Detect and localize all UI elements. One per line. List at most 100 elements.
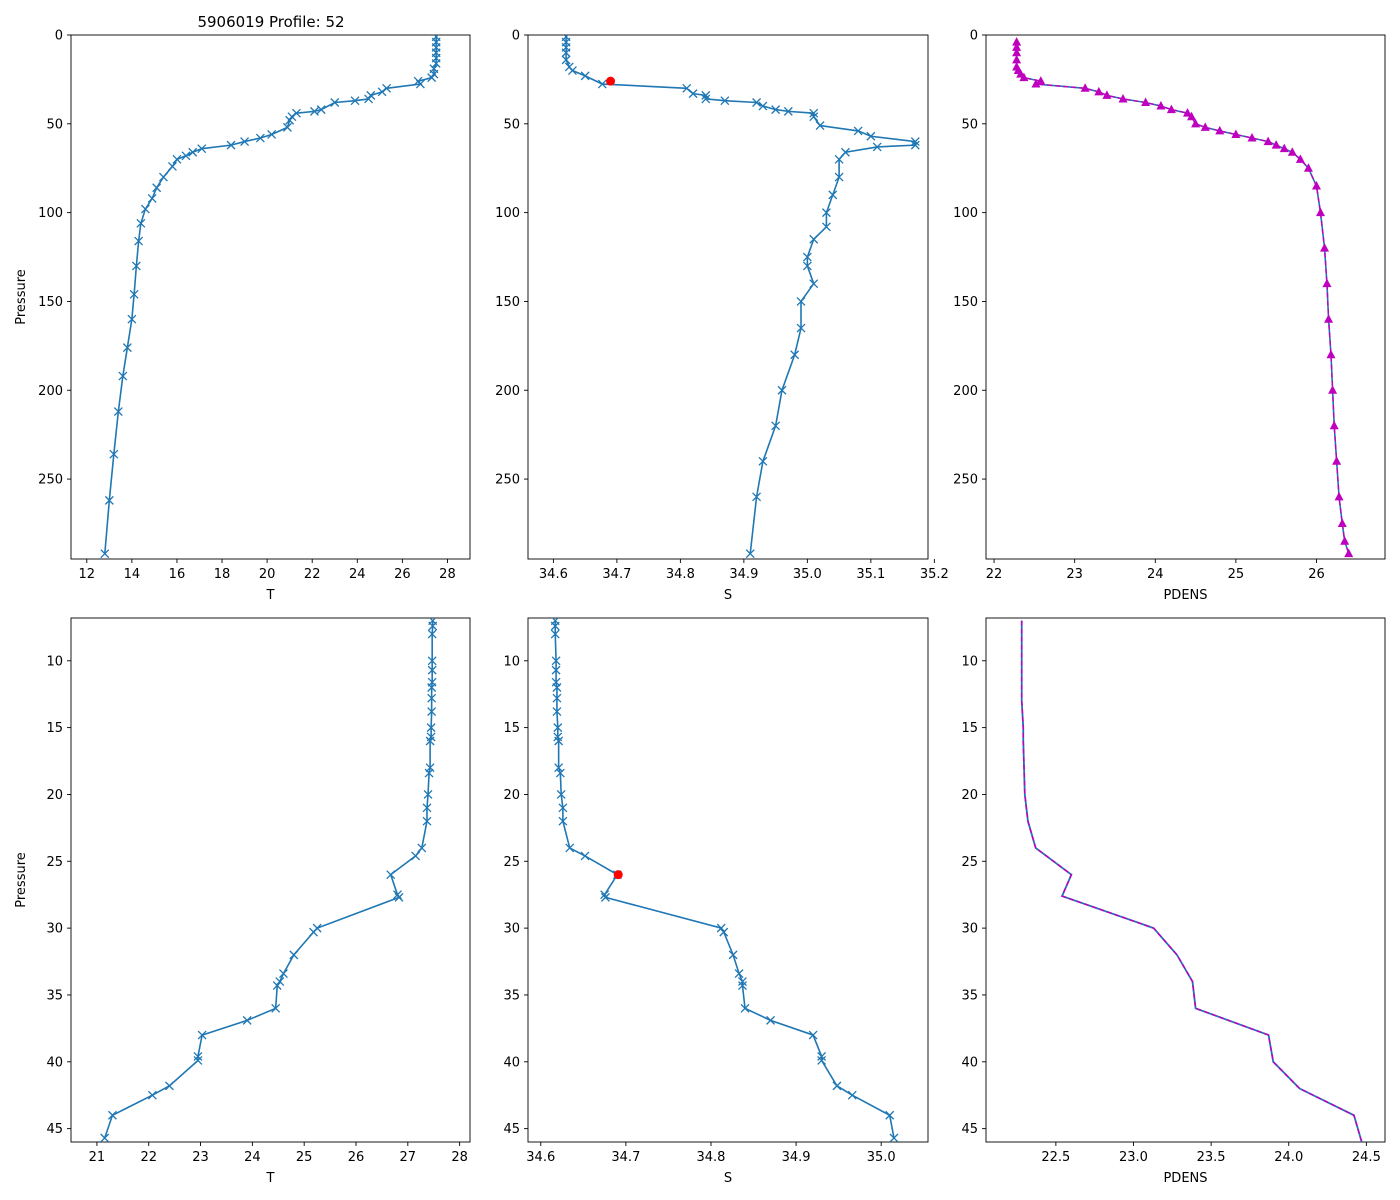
x-axis-label: PDENS <box>1163 588 1207 603</box>
data-point <box>796 296 806 306</box>
data-point <box>427 656 437 666</box>
x-tick-label: 24 <box>244 1150 261 1165</box>
data-point <box>1287 147 1297 156</box>
panel-s-full: 34.6 34.7 34.8 34.9 35.0 35.1 35.2 0 50 100 150 200… <box>495 29 949 604</box>
data-point <box>1012 37 1022 46</box>
y-tick-label: 50 <box>503 117 520 132</box>
data-point <box>872 142 882 152</box>
series-line <box>554 620 895 1139</box>
x-tick-label: 26 <box>394 567 411 582</box>
data-point <box>278 969 288 979</box>
x-tick-label: 34.7 <box>611 1150 640 1165</box>
y-tick-label: 0 <box>512 29 520 44</box>
y-tick-label: 0 <box>970 29 978 44</box>
y-tick-label: 20 <box>46 788 63 803</box>
data-point <box>1012 47 1022 57</box>
plot-area <box>100 618 438 1142</box>
data-point <box>100 549 110 559</box>
series-line <box>103 620 434 1139</box>
data-point <box>1344 548 1354 558</box>
data-point <box>841 147 850 157</box>
data-point <box>104 495 114 505</box>
y-tick-label: 30 <box>961 922 978 937</box>
data-point <box>1332 456 1342 465</box>
data-point <box>832 1081 842 1091</box>
data-point <box>164 1081 174 1091</box>
data-point <box>1012 54 1022 64</box>
y-tick-label: 100 <box>38 206 63 221</box>
data-point <box>817 1051 827 1061</box>
data-point <box>427 665 437 675</box>
data-point <box>551 656 561 666</box>
data-point <box>136 218 146 228</box>
data-point <box>752 98 762 107</box>
data-point <box>554 736 564 746</box>
x-tick-label: 28 <box>451 1150 468 1165</box>
figure-title: 5906019 Profile: 52 <box>197 13 344 31</box>
data-point <box>392 890 402 900</box>
data-point <box>701 90 711 100</box>
data-point <box>285 115 295 125</box>
x-tick-label: 34.7 <box>602 567 631 582</box>
y-tick-label: 200 <box>953 384 978 399</box>
x-tick-label: 12 <box>79 567 96 582</box>
data-point <box>377 87 387 97</box>
data-point <box>1340 536 1350 545</box>
data-point <box>719 927 729 937</box>
data-point <box>1295 154 1305 163</box>
data-point <box>551 665 561 675</box>
plot-area <box>1020 620 1363 1142</box>
x-tick-label: 23 <box>192 1150 209 1165</box>
data-point <box>556 789 566 799</box>
data-point <box>167 161 177 171</box>
y-tick-label: 20 <box>503 788 520 803</box>
data-point <box>555 768 565 778</box>
y-tick-label: 150 <box>38 295 63 310</box>
data-point <box>427 693 437 703</box>
data-point <box>1141 97 1151 106</box>
data-point <box>1334 491 1344 501</box>
data-point <box>802 252 812 262</box>
data-point <box>701 94 711 104</box>
data-point <box>809 108 819 118</box>
data-point <box>1324 314 1334 323</box>
data-point <box>330 98 340 107</box>
data-point <box>425 736 435 746</box>
x-tick-label: 34.8 <box>697 1150 726 1165</box>
x-tick-label: 22.5 <box>1041 1150 1070 1165</box>
x-tick-label: 14 <box>124 567 141 582</box>
plot-area <box>561 35 920 559</box>
x-tick-label: 22 <box>304 567 321 582</box>
data-point <box>567 66 577 75</box>
x-tick-label: 35.0 <box>793 567 822 582</box>
axes-frame <box>527 34 929 560</box>
y-axis-label: Pressure <box>14 852 29 908</box>
panel-pdens-zoom: 22.5 23.0 23.5 24.0 24.5 10 15 20 25 30 35 40 45 PDEN… <box>961 617 1386 1186</box>
y-tick-label: 100 <box>495 206 520 221</box>
data-point <box>817 1056 827 1065</box>
y-tick-label: 250 <box>953 473 978 488</box>
y-tick-label: 35 <box>503 988 520 1003</box>
data-point <box>809 112 819 122</box>
x-tick-label: 24 <box>349 567 366 582</box>
series-line-dashed <box>1015 42 1350 554</box>
data-point <box>1316 207 1326 217</box>
data-point <box>152 183 162 193</box>
data-point <box>758 101 768 111</box>
x-tick-label: 27 <box>400 1150 417 1165</box>
data-point <box>427 707 437 717</box>
data-point <box>910 137 920 147</box>
y-tick-label: 10 <box>503 654 520 669</box>
x-tick-label: 35.0 <box>867 1150 896 1165</box>
data-point <box>821 208 831 218</box>
data-point <box>1247 133 1257 142</box>
data-point <box>847 1090 857 1100</box>
data-point <box>1322 278 1332 288</box>
data-point <box>423 789 433 799</box>
data-point <box>734 969 744 979</box>
y-tick-label: 30 <box>503 922 520 937</box>
data-point <box>1094 86 1104 96</box>
x-tick-label: 21 <box>89 1150 106 1165</box>
series-line <box>1015 42 1350 554</box>
data-point <box>113 407 123 417</box>
